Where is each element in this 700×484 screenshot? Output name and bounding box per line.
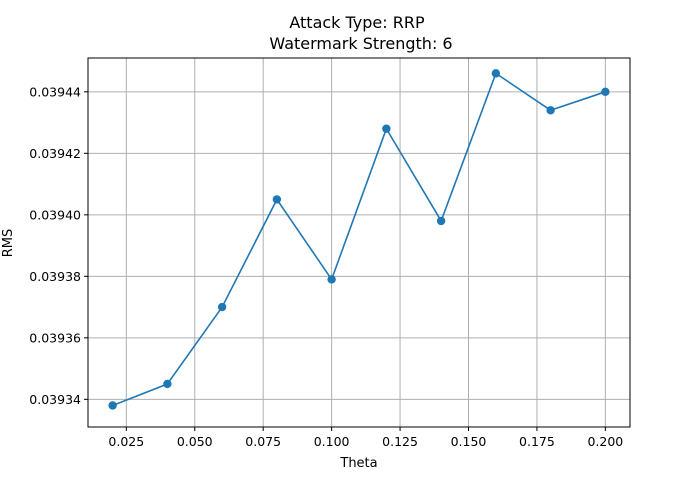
y-tick-label: 0.03944 — [29, 84, 81, 99]
y-tick-label: 0.03940 — [29, 207, 81, 222]
x-axis-label: Theta — [339, 456, 377, 471]
data-point — [382, 124, 391, 133]
y-tick-label: 0.03936 — [29, 330, 81, 345]
y-tick-label: 0.03942 — [29, 146, 81, 161]
data-point — [217, 302, 227, 312]
data-point — [108, 401, 117, 410]
x-tick-label: 0.025 — [108, 434, 144, 449]
chart-subtitle: Watermark Strength: 6 — [269, 34, 452, 53]
y-axis-label: RMS — [1, 229, 16, 258]
x-tick-label: 0.125 — [382, 434, 418, 449]
tick-layer: 0.025 0.050 0.075 0.100 0.125 0.150 0.175 0.200… — [29, 84, 623, 449]
series-line — [112, 72, 606, 407]
x-tick-label: 0.200 — [587, 434, 623, 449]
chart-title: Attack Type: RRP — [289, 13, 425, 32]
x-tick-label: 0.075 — [245, 434, 281, 449]
data-point — [163, 379, 172, 389]
y-tick-label: 0.03938 — [29, 269, 81, 284]
data-point — [436, 216, 446, 226]
plot-frame — [87, 57, 631, 428]
x-tick-label: 0.150 — [451, 434, 487, 449]
data-point — [546, 106, 555, 115]
x-tick-label: 0.050 — [177, 434, 213, 449]
series-layer — [108, 69, 610, 410]
data-point — [272, 195, 282, 204]
grid-lines — [88, 58, 630, 427]
x-tick-label: 0.175 — [519, 434, 555, 449]
data-point — [601, 87, 610, 97]
x-tick-label: 0.100 — [314, 434, 350, 449]
data-point — [327, 275, 336, 284]
y-tick-label: 0.03934 — [29, 392, 81, 407]
data-point — [491, 69, 501, 78]
